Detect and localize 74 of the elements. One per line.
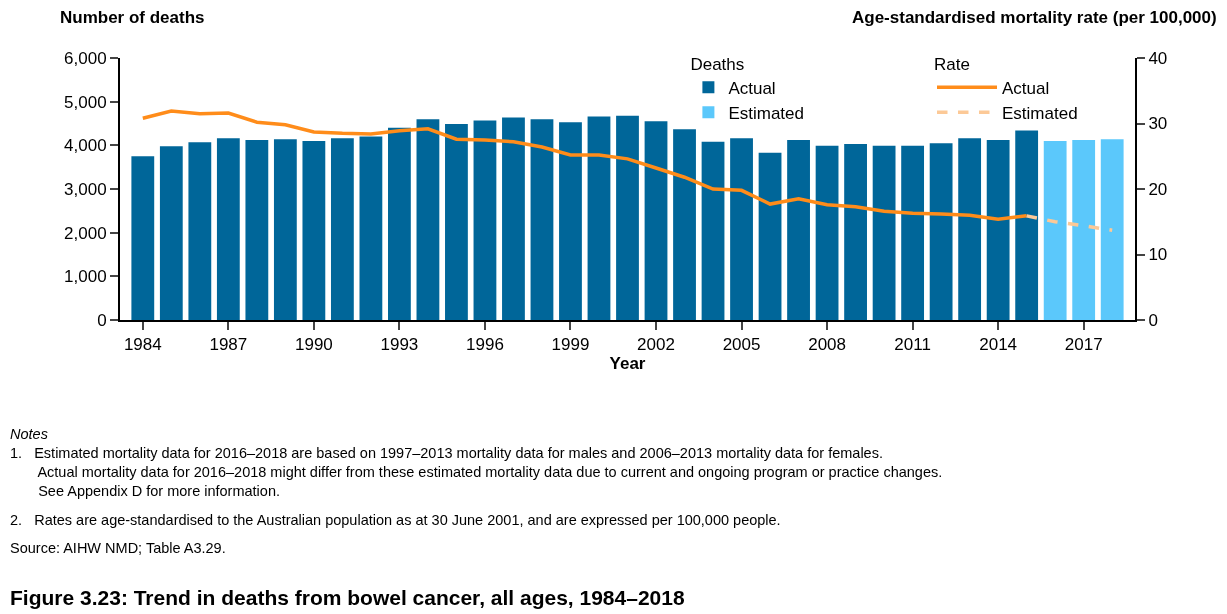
y2-tick-label: 30 [1148, 114, 1168, 134]
bar [673, 129, 696, 320]
bar [273, 139, 297, 320]
bar [701, 141, 725, 320]
x-tick-label: 1993 [380, 335, 419, 355]
y2-tick-label: 40 [1148, 48, 1168, 68]
bar [245, 140, 269, 320]
bar [986, 140, 1010, 320]
bar [644, 121, 668, 320]
x-tick-label: 2008 [808, 335, 846, 355]
x-tick-label: 1999 [551, 335, 590, 355]
bar [188, 142, 212, 320]
x-axis-title: Year [609, 354, 646, 374]
bar [1072, 140, 1096, 320]
bar [901, 145, 925, 320]
x-tick-label: 1984 [123, 335, 162, 355]
bar [445, 123, 468, 320]
bar [587, 116, 611, 320]
bar [929, 143, 953, 320]
legend-label: Actual [1002, 78, 1050, 98]
x-tick-label: 2002 [637, 335, 675, 355]
y-axis-title: Number of deaths [60, 8, 205, 27]
bar [872, 145, 896, 320]
text: 1. Estimated mortality data for 2016–2018 are based on 1997–2013 mortality data for males and 2006–2013 mortality data for females. Actual mortality data for 2016–2018 might differ from these estimated mortality data due to current and ongoing program or practice changes. See Appendix D for more information. [10, 445, 943, 499]
y-tick-label: 3,000 [64, 179, 107, 199]
y-tick-label: 0 [97, 310, 107, 330]
y2-tick-label: 10 [1148, 245, 1168, 265]
legend-label: Estimated [1002, 103, 1078, 123]
bar [787, 140, 810, 320]
x-tick-label: 2011 [894, 335, 931, 355]
bar [473, 120, 497, 320]
x-tick-label: 1990 [294, 335, 333, 355]
bar [530, 119, 554, 320]
text: Figure 3.23: Trend in deaths from bowel cancer, all ages, 1984–2018 [10, 586, 685, 609]
bar [159, 146, 183, 320]
bar [730, 138, 753, 320]
line-series [1024, 214, 1114, 233]
y2-tick-label: 0 [1148, 310, 1158, 330]
bar [502, 117, 525, 320]
y-tick-label: 2,000 [64, 223, 107, 243]
x-tick-label: 1987 [209, 335, 248, 355]
bar [1015, 130, 1039, 320]
bar [844, 144, 867, 320]
bar [216, 138, 240, 320]
x-tick-label: 2017 [1064, 335, 1103, 355]
x-tick-label: 2014 [979, 335, 1018, 355]
y2-tick-label: 20 [1148, 179, 1168, 199]
bar [1043, 140, 1067, 320]
text: Rate [934, 54, 970, 74]
y2-axis-title: Age-standardised mortality rate (per 100,000) [852, 8, 1217, 27]
text: Notes [10, 426, 48, 442]
legend-label: Estimated [728, 103, 804, 123]
bar [416, 119, 440, 320]
y-tick-label: 4,000 [64, 136, 107, 156]
bar [815, 145, 839, 320]
bar [359, 136, 383, 320]
bar [758, 152, 782, 320]
bar [330, 138, 354, 320]
bar [616, 115, 639, 320]
source-note: Source: AIHW NMD; Table A3.29. [10, 540, 226, 556]
x-tick-label: 1996 [466, 335, 504, 355]
bar [388, 127, 411, 320]
y-tick-label: 1,000 [64, 267, 107, 287]
legend-label: Actual [728, 78, 776, 98]
text: Deaths [690, 54, 745, 74]
y-tick-label: 6,000 [64, 48, 107, 68]
bar [302, 140, 326, 320]
text: 2. Rates are age-standardised to the Australian population as at 30 June 2001, and are expressed per 100,000 people. [10, 512, 781, 528]
bar [958, 138, 982, 320]
x-tick-label: 2005 [722, 335, 761, 355]
bar [131, 156, 155, 320]
bar [559, 122, 582, 320]
y-tick-label: 5,000 [64, 92, 107, 112]
bar [1100, 139, 1124, 320]
